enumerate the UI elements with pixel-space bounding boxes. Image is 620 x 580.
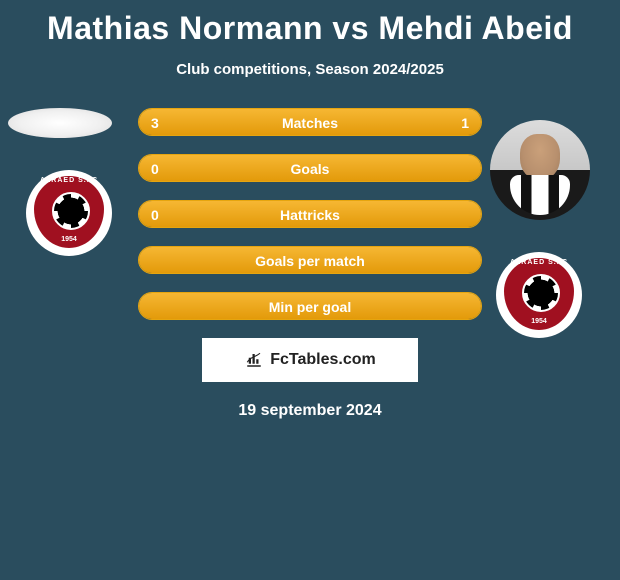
bar-label: Goals per match <box>139 247 481 274</box>
stat-bar-goals: 0 Goals <box>138 154 482 182</box>
stat-bar-min-per-goal: Min per goal <box>138 292 482 320</box>
bar-label: Goals <box>139 155 481 182</box>
stats-area: ALRAED S.FC 1954 ALRAED S.FC 1954 3 Matc… <box>0 108 620 420</box>
date-text: 19 september 2024 <box>0 402 620 420</box>
stat-bar-goals-per-match: Goals per match <box>138 246 482 274</box>
bar-value-right: 1 <box>461 109 469 136</box>
bar-label: Min per goal <box>139 293 481 320</box>
crest-text: ALRAED S.FC <box>26 177 112 184</box>
page-title: Mathias Normann vs Mehdi Abeid <box>0 0 620 47</box>
subtitle: Club competitions, Season 2024/2025 <box>0 61 620 78</box>
bar-chart-icon <box>244 351 264 369</box>
bar-label: Matches <box>139 109 481 136</box>
branding-text: FcTables.com <box>270 351 376 369</box>
stat-bar-hattricks: 0 Hattricks <box>138 200 482 228</box>
crest-year: 1954 <box>496 318 582 325</box>
branding-badge: FcTables.com <box>202 338 418 382</box>
player-left-avatar <box>8 108 112 138</box>
stat-bar-matches: 3 Matches 1 <box>138 108 482 136</box>
player-left-club-crest: ALRAED S.FC 1954 <box>26 170 112 256</box>
player-right-club-crest: ALRAED S.FC 1954 <box>496 252 582 338</box>
stat-bars: 3 Matches 1 0 Goals 0 Hattricks Goals pe… <box>138 108 482 320</box>
crest-text: ALRAED S.FC <box>496 259 582 266</box>
player-right-avatar <box>490 120 590 220</box>
bar-label: Hattricks <box>139 201 481 228</box>
crest-year: 1954 <box>26 236 112 243</box>
